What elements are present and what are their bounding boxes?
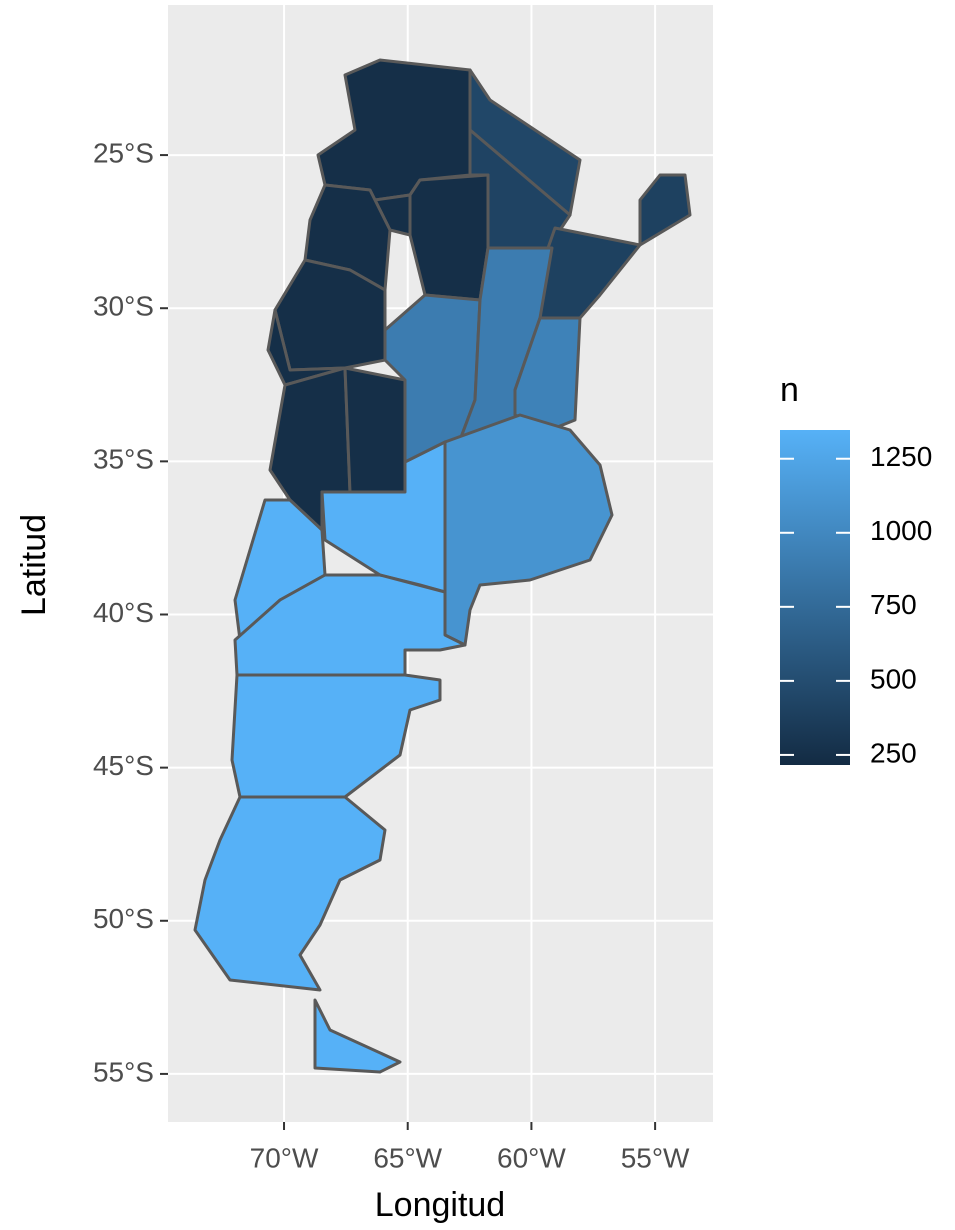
y-tick-label: 30°S (93, 291, 154, 322)
x-tick-label: 70°W (250, 1142, 319, 1173)
legend-tick-label: 750 (870, 589, 917, 620)
y-tick-label: 35°S (93, 444, 154, 475)
region (638, 173, 692, 247)
region (313, 998, 402, 1074)
y-tick-label: 45°S (93, 750, 154, 781)
x-tick-label: 60°W (497, 1142, 566, 1173)
colorbar (780, 430, 850, 765)
region (343, 366, 407, 494)
y-tick-label: 25°S (93, 137, 154, 168)
y-axis-title: Latitud (15, 514, 53, 616)
y-tick-label: 55°S (93, 1056, 154, 1087)
legend-tick-label: 250 (870, 737, 917, 768)
legend-tick-label: 500 (870, 663, 917, 694)
region (468, 68, 582, 217)
region (230, 673, 442, 799)
legend-tick-label: 1250 (870, 441, 932, 472)
y-tick-label: 50°S (93, 903, 154, 934)
x-axis-title: Longitud (375, 1186, 505, 1224)
region (408, 173, 490, 302)
region (193, 795, 387, 992)
y-tick-label: 40°S (93, 597, 154, 628)
x-tick-label: 65°W (373, 1142, 442, 1173)
legend-tick-label: 1000 (870, 515, 932, 546)
x-tick-label: 55°W (621, 1142, 690, 1173)
legend-title: n (780, 371, 799, 409)
